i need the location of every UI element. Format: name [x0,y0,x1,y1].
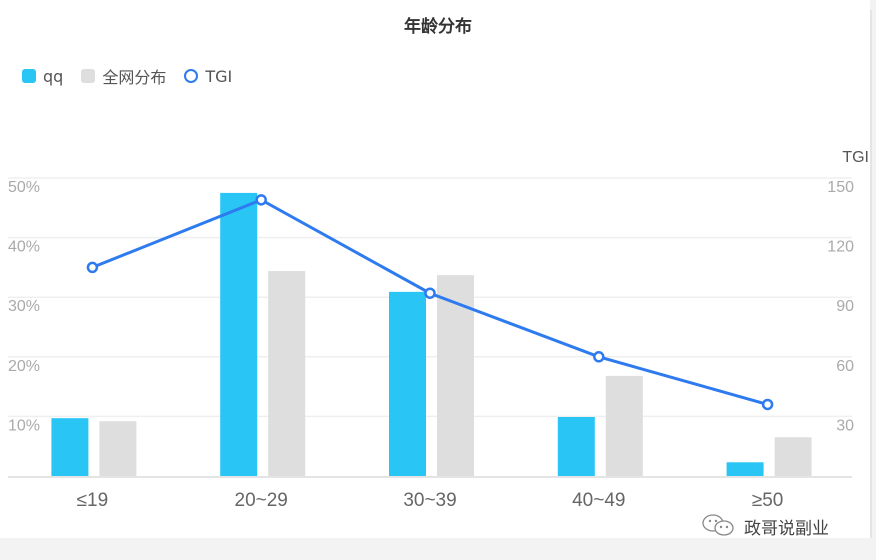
y-tick-left: 30% [8,298,40,315]
y-tick-right: 60 [836,358,854,375]
tgi-point[interactable] [761,398,774,411]
bar-qq[interactable] [389,291,426,476]
y-tick-left: 40% [8,239,40,256]
tgi-point[interactable] [255,194,267,206]
x-tick-label: ≤19 [77,490,109,511]
legend-item-network[interactable]: 全网分布 [81,64,166,88]
bar-qq[interactable] [220,192,258,476]
legend-item-qq[interactable]: qq [22,67,63,86]
tgi-point[interactable] [424,287,436,299]
chart-title: 年龄分布 [404,17,472,37]
watermark-text: 政哥说副业 [744,518,829,539]
bar-qq[interactable] [726,462,764,476]
bar-network[interactable] [99,421,137,476]
circle-ring-icon [184,69,199,83]
bar-qq[interactable] [51,418,89,476]
square-swatch-icon [22,69,36,83]
tgi-line [91,198,769,406]
watermark: 政哥说副业 [700,512,829,540]
x-tick-label: 40~49 [572,490,625,511]
x-tick-label: ≥50 [752,490,784,511]
bar-network[interactable] [268,270,306,476]
bar-network[interactable] [605,375,643,476]
y-tick-right: 150 [827,179,854,196]
legend-label: qq [43,66,64,86]
legend-label: 全网分布 [102,68,167,87]
y-tick-left: 10% [8,417,40,434]
legend: qq 全网分布 TGI [22,64,250,88]
x-tick-label: 30~39 [403,490,456,511]
y-tick-left: 20% [8,358,40,375]
right-axis-title: TGI [842,149,869,166]
card-edge [870,10,872,538]
square-swatch-icon [81,69,96,83]
wechat-icon [702,514,734,536]
tgi-point[interactable] [593,351,605,363]
y-tick-right: 120 [827,239,854,256]
y-tick-left: 50% [8,179,40,196]
bar-network[interactable] [437,275,474,476]
tgi-point[interactable] [86,261,99,274]
x-tick-label: 20~29 [235,490,288,511]
chart-card [0,0,870,538]
plot-area: 50% 150 40% 120 30% 90 20% 60 10% 30 TGI ≤19 20~29 30… [8,149,869,511]
y-tick-right: 90 [836,298,854,315]
bottom-strip [0,538,876,560]
y-tick-right: 30 [836,417,854,434]
legend-item-tgi[interactable]: TGI [184,67,232,86]
bar-qq[interactable] [557,416,595,476]
bar-network[interactable] [774,437,812,476]
legend-label: TGI [205,66,233,86]
